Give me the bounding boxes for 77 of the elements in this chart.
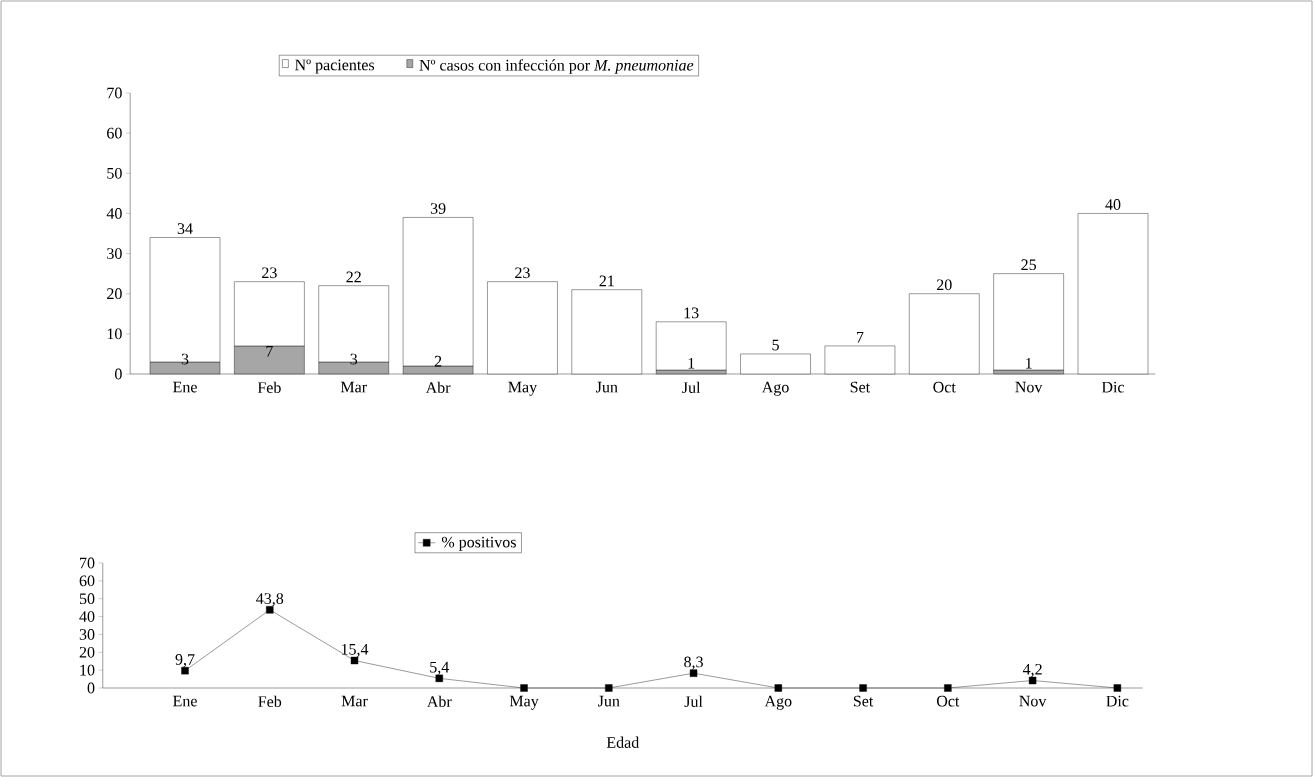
total-label: 23 bbox=[515, 267, 530, 279]
point bbox=[266, 606, 274, 614]
x-tick-label: Dic bbox=[1106, 695, 1129, 707]
point bbox=[774, 684, 783, 692]
y-tick-label: 10 bbox=[107, 328, 122, 340]
legend-label: % positivos bbox=[441, 536, 516, 551]
total-label: 23 bbox=[262, 267, 277, 279]
y-tick-label: 30 bbox=[79, 629, 95, 640]
x-tick-label: Abr bbox=[425, 381, 451, 394]
x-tick-label: Jun bbox=[596, 381, 618, 393]
y-tick-label: 0 bbox=[87, 682, 95, 694]
x-tick-label: Ene bbox=[173, 695, 197, 707]
point bbox=[1113, 684, 1122, 692]
y-tick-label: 40 bbox=[79, 611, 95, 622]
bar bbox=[993, 273, 1064, 371]
y-tick-label: 70 bbox=[80, 557, 95, 569]
x-tick-label: Mar bbox=[340, 381, 367, 393]
y-tick-label: 10 bbox=[80, 664, 95, 676]
y-tick-label: 20 bbox=[107, 288, 122, 300]
total-label: 39 bbox=[430, 203, 446, 214]
x-tick-label: Ago bbox=[764, 695, 792, 710]
data-label: 5,4 bbox=[430, 661, 450, 675]
point bbox=[859, 684, 867, 692]
x-tick-label: Jul bbox=[684, 695, 703, 708]
legend-label: Nº casos con infección por M. pneumoniae bbox=[419, 59, 694, 74]
x-tick-label: Dic bbox=[1101, 381, 1125, 393]
data-label: 7 bbox=[266, 345, 273, 357]
data-label: 1 bbox=[1026, 357, 1032, 369]
total-label: 20 bbox=[936, 279, 952, 291]
total-label: 7 bbox=[856, 331, 864, 343]
bar bbox=[655, 321, 727, 371]
y-tick-label: 0 bbox=[115, 368, 122, 380]
x-tick-label: Mar bbox=[341, 695, 368, 707]
data-label: 9,7 bbox=[175, 654, 195, 668]
total-label: 21 bbox=[599, 275, 614, 287]
x-tick-label: Nov bbox=[1015, 381, 1043, 393]
x-tick-label: May bbox=[508, 381, 538, 396]
data-label: 1 bbox=[688, 357, 695, 369]
data-label: 8,3 bbox=[684, 656, 703, 670]
total-label: 25 bbox=[1021, 259, 1037, 271]
y-tick-label: 60 bbox=[107, 127, 122, 139]
data-label: 3 bbox=[181, 353, 189, 365]
data-label: 15,4 bbox=[341, 643, 369, 657]
data-label: 2 bbox=[434, 355, 442, 367]
y-tick-label: 70 bbox=[107, 87, 122, 99]
data-label: 4,2 bbox=[1022, 663, 1042, 677]
x-tick-label: Jul bbox=[682, 381, 701, 394]
y-tick-label: 50 bbox=[79, 593, 95, 605]
y-tick-label: 20 bbox=[79, 646, 95, 658]
total-label: 22 bbox=[346, 271, 361, 283]
x-tick-label: Set bbox=[850, 381, 871, 393]
total-label: 34 bbox=[177, 223, 193, 234]
y-tick-label: 50 bbox=[107, 167, 122, 179]
x-tick-label: Abr bbox=[427, 695, 452, 708]
total-label: 40 bbox=[1105, 199, 1121, 210]
x-tick-label: Set bbox=[853, 695, 874, 707]
data-label: 43,8 bbox=[256, 593, 284, 607]
x-tick-label: Oct bbox=[933, 381, 956, 393]
x-tick-label: Oct bbox=[936, 695, 960, 707]
legend-label: Nº pacientes bbox=[295, 59, 375, 74]
point bbox=[520, 684, 528, 692]
data-label: 3 bbox=[350, 353, 358, 365]
x-tick-label: Ago bbox=[761, 381, 789, 396]
x-tick-label: Feb bbox=[258, 695, 282, 708]
total-label: 13 bbox=[684, 307, 699, 319]
y-tick-label: 40 bbox=[106, 208, 122, 219]
x-tick-label: Ene bbox=[173, 381, 197, 393]
total-label: 5 bbox=[772, 339, 779, 351]
point bbox=[605, 684, 613, 692]
x-tick-label: Nov bbox=[1019, 695, 1047, 707]
point bbox=[944, 684, 952, 692]
x-tick-label: Feb bbox=[257, 381, 281, 394]
x-tick-label: May bbox=[509, 695, 539, 710]
y-tick-label: 30 bbox=[107, 248, 122, 259]
x-axis-title: Edad bbox=[606, 736, 640, 748]
y-tick-label: 60 bbox=[79, 575, 95, 587]
x-tick-label: Jun bbox=[598, 695, 620, 707]
